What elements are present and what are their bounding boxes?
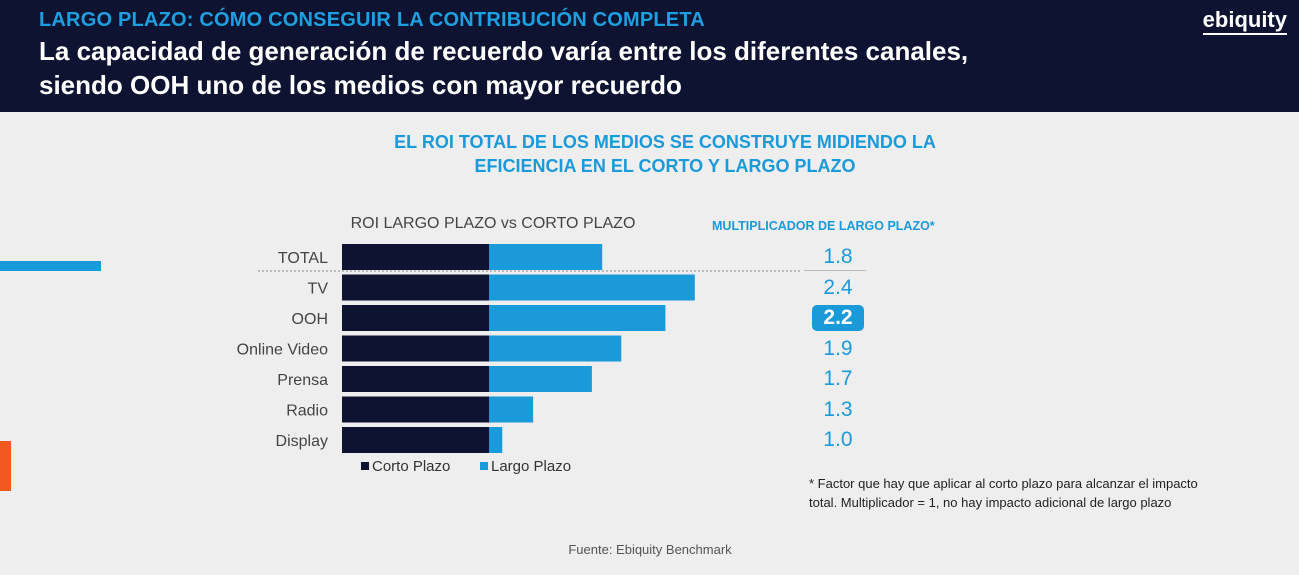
multiplier-value: 1.3 (823, 397, 853, 421)
bar-largo-plazo (489, 335, 622, 362)
bar-largo-plazo (489, 244, 603, 270)
category-label: TV (308, 281, 329, 298)
multiplier-value: 1.8 (823, 245, 853, 268)
bar-corto-plazo (342, 244, 489, 270)
category-label: Radio (286, 403, 328, 420)
bar-largo-plazo (489, 427, 503, 453)
page-title-line-2: siendo OOH uno de los medios con mayor r… (39, 70, 682, 100)
multiplier-value: 2.2 (812, 305, 864, 331)
chart-subtitle: EL ROI TOTAL DE LOS MEDIOS SE CONSTRUYE … (300, 130, 1030, 178)
category-label: Display (276, 433, 328, 450)
bar-corto-plazo (342, 305, 489, 331)
bar-largo-plazo (489, 274, 695, 301)
category-label: Online Video (237, 342, 328, 359)
legend-swatch-largo (480, 462, 488, 470)
category-label: OOH (292, 311, 328, 328)
decorative-orange-bar (0, 441, 11, 491)
multiplier-value: 2.4 (823, 275, 853, 299)
chart-subtitle-line-2: EFICIENCIA EN EL CORTO Y LARGO PLAZO (474, 156, 856, 176)
page-title-line-1: La capacidad de generación de recuerdo v… (39, 36, 969, 66)
bar-corto-plazo (342, 335, 489, 362)
bar-corto-plazo (342, 427, 489, 453)
roi-stacked-bar-chart: ROI LARGO PLAZO vs CORTO PLAZO TOTAL TV OOH… (237, 215, 800, 475)
chart-subtitle-line-1: EL ROI TOTAL DE LOS MEDIOS SE CONSTRUYE … (394, 132, 936, 152)
bar-largo-plazo (489, 366, 592, 392)
decorative-blue-bar (0, 261, 101, 271)
category-label: TOTAL (278, 250, 328, 267)
bar-largo-plazo (489, 396, 534, 423)
chart-title: ROI LARGO PLAZO vs CORTO PLAZO (351, 215, 636, 232)
legend-label-corto: Corto Plazo (372, 458, 450, 475)
page-title: La capacidad de generación de recuerdo v… (39, 34, 1189, 102)
ebiquity-logo: ebiquity (1202, 7, 1287, 35)
footnote-line-1: * Factor que hay que aplicar al corto pl… (809, 476, 1198, 491)
bar-largo-plazo (489, 305, 666, 331)
header-banner: LARGO PLAZO: CÓMO CONSEGUIR LA CONTRIBUC… (0, 0, 1299, 112)
bar-corto-plazo (342, 396, 489, 423)
bar-corto-plazo (342, 274, 489, 301)
bar-corto-plazo (342, 366, 489, 392)
multiplier-heading: MULTIPLICADOR DE LARGO PLAZO* (712, 219, 935, 233)
legend-swatch-corto (361, 462, 369, 470)
multiplier-divider (804, 270, 866, 271)
multiplier-value: 1.7 (823, 367, 853, 390)
category-label: Prensa (277, 372, 328, 389)
legend-label-largo: Largo Plazo (491, 458, 571, 475)
source-note: Fuente: Ebiquity Benchmark (568, 542, 732, 557)
footnote: * Factor que hay que aplicar al corto pl… (809, 474, 1289, 512)
multiplier-value: 1.9 (823, 336, 853, 360)
footnote-line-2: total. Multiplicador = 1, no hay impacto… (809, 495, 1172, 510)
section-kicker: LARGO PLAZO: CÓMO CONSEGUIR LA CONTRIBUC… (39, 9, 705, 31)
multiplier-value: 1.0 (823, 428, 853, 451)
